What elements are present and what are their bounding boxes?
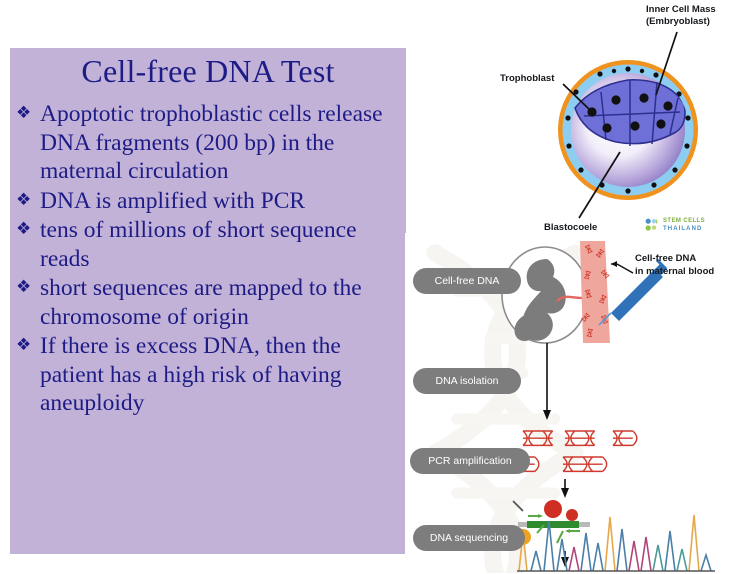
list-item-text: short sequences are mapped to the chromo… <box>40 275 362 330</box>
diamond-bullet-icon: ❖ <box>16 219 32 240</box>
list-item: ❖ tens of millions of short sequence rea… <box>16 216 404 273</box>
step-label-cell-free-dna[interactable]: Cell-free DNA <box>413 268 521 294</box>
content-panel: Cell-free DNA Test ❖ Apoptotic trophobla… <box>10 48 406 554</box>
bullet-list: ❖ Apoptotic trophoblastic cells release … <box>16 100 404 419</box>
syringe-icon <box>598 258 668 326</box>
list-item-text: DNA is amplified with PCR <box>40 187 306 214</box>
list-item: ❖ short sequences are mapped to the chro… <box>16 274 404 331</box>
label-inner-cell-mass-line1: Inner Cell Mass <box>646 4 716 15</box>
logo-text-line2: THAILAND <box>663 226 703 232</box>
list-item-text: If there is excess DNA, then the patient… <box>40 333 342 417</box>
list-item: ❖ If there is excess DNA, then the patie… <box>16 332 404 418</box>
pcr-probe-large <box>544 500 562 518</box>
diamond-bullet-icon: ❖ <box>16 189 32 210</box>
blastocyst-diagram: Inner Cell Mass (Embryoblast) Trophoblas… <box>480 0 732 240</box>
step-label-dna-sequencing[interactable]: DNA sequencing <box>413 525 525 551</box>
label-inner-cell-mass: Inner Cell Mass (Embryoblast) <box>646 4 732 28</box>
pcr-primers <box>528 514 580 544</box>
diamond-bullet-icon: ❖ <box>16 335 32 356</box>
flow-arrow-1 <box>543 343 551 420</box>
logo-mark-icon <box>645 218 658 231</box>
inner-cell-mass-cluster <box>574 79 686 146</box>
list-item: ❖ DNA is amplified with PCR <box>16 187 404 216</box>
label-blastocoele: Blastocoele <box>544 222 598 233</box>
diamond-bullet-icon: ❖ <box>16 103 32 123</box>
leader-lines <box>562 31 678 219</box>
list-item: ❖ Apoptotic trophoblastic cells release … <box>16 100 404 186</box>
isolated-dna-fragments <box>514 430 638 473</box>
fetus-silhouette <box>514 259 566 342</box>
page-title: Cell-free DNA Test <box>81 53 335 89</box>
list-item-text: tens of millions of short sequence reads <box>40 217 357 272</box>
cfdna-in-blood <box>581 244 610 338</box>
stem-cells-thailand-logo: STEM CELLS THAILAND <box>645 216 717 234</box>
annotation-line1: Cell-free DNA <box>635 253 697 264</box>
list-item-text: Apoptotic trophoblastic cells release DN… <box>40 101 383 185</box>
nipt-workflow-diagram: Cell-free DNA DNA isolation PCR amplific… <box>405 233 732 574</box>
annotation-cell-free-dna-maternal-blood: Cell-free DNA in maternal blood <box>635 253 732 278</box>
step-label-pcr-amplification[interactable]: PCR amplification <box>410 448 530 474</box>
trophoblast-nuclei <box>565 66 691 194</box>
logo-text-line1: STEM CELLS <box>663 218 706 224</box>
label-trophoblast: Trophoblast <box>500 73 555 84</box>
workflow-illustration <box>501 241 668 567</box>
step-label-dna-isolation[interactable]: DNA isolation <box>413 368 521 394</box>
annotation-line2: in maternal blood <box>635 265 715 277</box>
blastocyst-illustration <box>558 31 698 219</box>
sequencing-chromatogram <box>517 514 715 572</box>
diamond-bullet-icon: ❖ <box>16 277 32 298</box>
maternal-blood-vessel <box>580 241 610 343</box>
flow-arrow-2 <box>561 479 569 498</box>
pcr-probe-small <box>566 509 578 521</box>
label-inner-cell-mass-line2: (Embryoblast) <box>646 15 710 27</box>
annotation-leader <box>611 261 634 274</box>
